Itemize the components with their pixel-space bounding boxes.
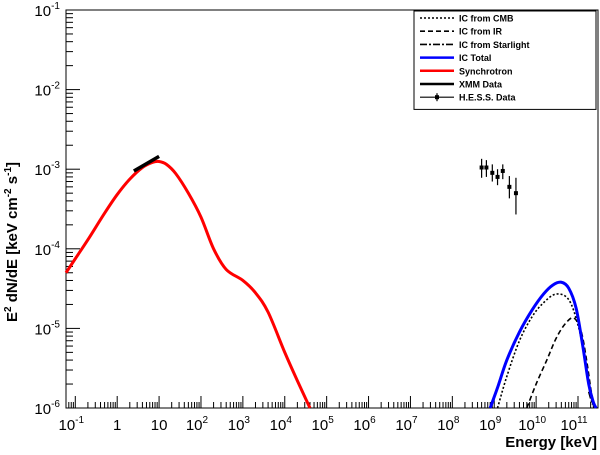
series-ic-total — [488, 280, 598, 409]
y-tick-label: 10-1 — [34, 1, 60, 20]
legend-box — [413, 10, 597, 110]
legend-label-ic-from-ir: IC from IR — [459, 27, 503, 37]
y-tick-label: 10-2 — [34, 81, 60, 100]
legend-label-xmm-data: XMM Data — [459, 80, 503, 90]
series-synchrotron — [64, 159, 312, 409]
plot-frame — [65, 9, 599, 409]
hess-data-point — [479, 165, 484, 170]
x-tick-label: 1 — [113, 417, 121, 434]
legend-label-ic-total: IC Total — [459, 53, 491, 63]
x-tick-label: 10 — [151, 417, 168, 434]
series-xmm-data — [132, 154, 160, 173]
x-tick-label: 105 — [312, 415, 335, 434]
hess-data-point — [495, 174, 500, 179]
x-tick-label: 10-1 — [58, 415, 84, 434]
x-tick-label: 109 — [479, 415, 502, 434]
hess-data-point — [490, 170, 495, 175]
legend-label-ic-from-cmb: IC from CMB — [459, 14, 514, 24]
y-tick-label: 10-4 — [34, 240, 60, 259]
series-ic-from-cmb — [496, 293, 595, 409]
legend-label-h-e-s-s-data: H.E.S.S. Data — [459, 93, 517, 103]
legend-label-synchrotron: Synchrotron — [459, 66, 513, 76]
series-ic-from-starlight — [587, 391, 594, 405]
legend-label-ic-from-starlight: IC from Starlight — [459, 40, 530, 50]
hess-data-point — [513, 191, 518, 196]
x-tick-label: 1010 — [518, 415, 546, 434]
hess-data-point — [507, 184, 512, 189]
y-tick-label: 10-6 — [34, 399, 60, 418]
x-tick-label: 103 — [228, 415, 251, 434]
hess-data-point — [484, 165, 489, 170]
x-tick-label: 106 — [353, 415, 376, 434]
x-tick-label: 107 — [395, 415, 418, 434]
x-tick-label: 104 — [270, 415, 293, 434]
x-tick-label: 108 — [437, 415, 460, 434]
hess-data-point — [500, 168, 505, 173]
y-axis-title: E2 dN/dE [keV cm-2 s-1] — [3, 162, 21, 322]
y-tick-label: 10-5 — [34, 319, 60, 338]
y-tick-label: 10-3 — [34, 160, 60, 179]
x-axis-title: Energy [keV] — [505, 434, 597, 451]
legend-swatch — [435, 95, 439, 100]
x-tick-label: 102 — [186, 415, 209, 434]
series-ic-from-ir — [526, 316, 595, 409]
x-tick-label: 1011 — [560, 415, 588, 434]
